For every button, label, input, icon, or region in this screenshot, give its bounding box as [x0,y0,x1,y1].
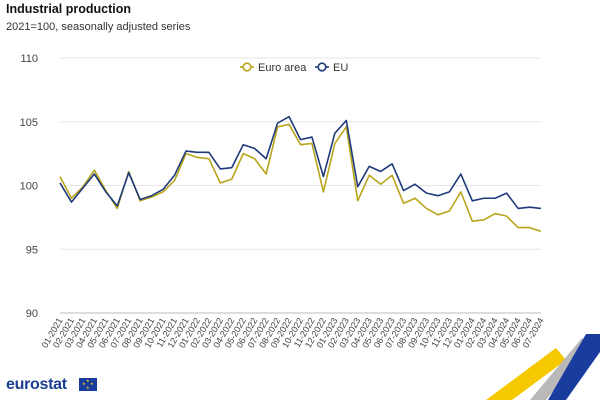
chart-legend[interactable]: Euro area EU [240,62,348,74]
y-tick-label: 90 [26,308,38,320]
chart-series [59,115,542,233]
legend-label: Euro area [258,62,307,74]
y-tick-label: 110 [20,53,38,65]
y-tick-label: 100 [20,181,38,193]
legend-circle-marker [317,62,327,72]
eurostat-logo-text: eurostat [6,376,67,393]
chart-grid [60,57,541,314]
x-axis-ticks: 01-202102-202103-202104-202105-202106-20… [40,316,546,350]
legend-label: EU [333,62,348,74]
y-axis-ticks: 90 95 100 105 110 [20,53,38,320]
series-line-eu[interactable] [59,115,542,210]
chart-subtitle: 2021=100, seasonally adjusted series [6,21,191,33]
legend-item-euro-area[interactable]: Euro area [240,62,307,74]
series-line-euro-area[interactable] [59,123,542,233]
eu-flag-icon: ★ ★ ★ ★ [79,378,97,391]
y-tick-label: 105 [20,117,38,129]
legend-item-eu[interactable]: EU [315,62,348,74]
legend-circle-marker [242,62,252,72]
chart-title: Industrial production [6,2,131,16]
y-tick-label: 95 [26,244,38,256]
eurostat-ribbon-logo [486,334,600,400]
